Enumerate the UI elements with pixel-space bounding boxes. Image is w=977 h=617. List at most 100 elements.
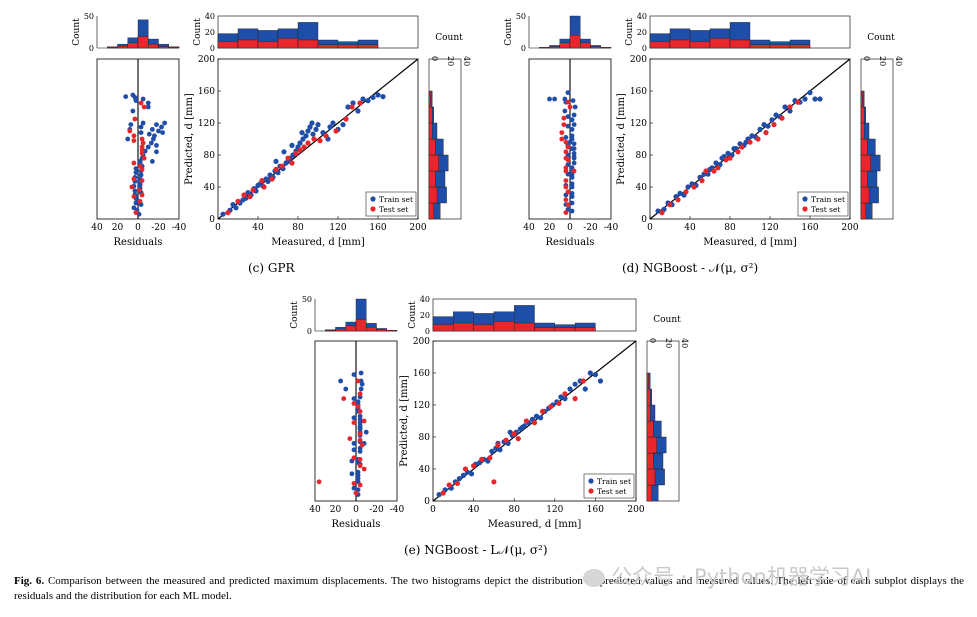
- test-point: [739, 144, 745, 150]
- test-bar: [127, 42, 139, 49]
- test-residual-point: [141, 155, 147, 161]
- hist-count-label: Count: [867, 33, 895, 43]
- hist-tick-label: 40: [894, 56, 903, 66]
- test-bar: [217, 41, 239, 49]
- test-bar: [158, 46, 169, 49]
- test-point: [235, 198, 241, 204]
- test-point: [343, 116, 349, 122]
- train-point: [305, 128, 311, 134]
- test-bar: [600, 47, 612, 49]
- test-point: [515, 436, 521, 442]
- train-residual-point: [154, 149, 159, 155]
- train-point: [315, 122, 321, 128]
- hist-tick-label: 0: [648, 338, 657, 343]
- test-point: [795, 99, 801, 105]
- hist-tick-label: 40: [637, 12, 647, 21]
- test-point: [250, 187, 256, 193]
- train-point: [519, 424, 525, 430]
- test-point: [523, 418, 529, 424]
- test-point: [548, 404, 554, 410]
- hist-tick-label: 0: [642, 44, 647, 53]
- y-tick-label: 200: [198, 55, 215, 65]
- x-tick-label: 200: [627, 505, 644, 515]
- residual-tick-label: 0: [135, 223, 141, 233]
- test-residual-point: [347, 436, 353, 441]
- residual-tick-label: 40: [523, 223, 535, 233]
- train-point: [731, 146, 737, 152]
- residual-axis-label: Residuals: [114, 237, 163, 248]
- test-point: [261, 184, 267, 190]
- x-tick-label: 200: [409, 223, 426, 233]
- train-residual-point: [569, 133, 575, 139]
- residual-panel: 40 20 0 -20 -40 Residuals: [309, 340, 405, 530]
- train-point: [345, 104, 351, 110]
- test-residual-point: [139, 178, 145, 184]
- test-bar: [376, 329, 387, 332]
- test-point: [699, 178, 705, 184]
- train-residual-point: [569, 181, 575, 187]
- predicted-histogram: 0 20 40 Count: [428, 33, 471, 220]
- hist-count-label: Count: [408, 301, 418, 329]
- train-residual-point: [123, 94, 129, 99]
- residual-tick-label: 20: [112, 223, 124, 233]
- test-point: [301, 144, 307, 150]
- test-point: [289, 160, 295, 166]
- test-residual-point: [357, 437, 363, 443]
- hist-tick-label: 50: [84, 12, 94, 21]
- legend-train-marker: [802, 196, 808, 202]
- test-bar: [473, 324, 495, 332]
- residual-tick-label: 0: [567, 223, 573, 233]
- test-residual-point: [131, 160, 137, 166]
- test-point: [511, 431, 517, 437]
- test-bar: [646, 372, 649, 390]
- train-residual-point: [571, 151, 577, 156]
- train-residual-point: [156, 128, 161, 134]
- test-residual-point: [571, 168, 577, 174]
- train-residual-point: [145, 104, 151, 110]
- train-residual-point: [138, 124, 144, 130]
- legend-train-label: Train set: [597, 477, 631, 486]
- legend-test-marker: [802, 206, 808, 212]
- train-point: [582, 386, 588, 392]
- test-residual-point: [357, 463, 363, 469]
- test-bar: [860, 122, 865, 140]
- test-point: [273, 166, 279, 172]
- train-point: [489, 448, 495, 454]
- figure-caption: Fig. 6. Comparison between the measured …: [14, 574, 964, 604]
- x-tick-label: 40: [684, 223, 696, 233]
- test-point: [479, 456, 485, 462]
- hist-tick-label: 50: [302, 295, 312, 304]
- train-point: [281, 149, 287, 155]
- y-axis-label: Predicted, d [mm]: [184, 93, 195, 185]
- test-bar: [345, 325, 357, 332]
- train-residual-point: [130, 92, 136, 98]
- test-point: [462, 466, 469, 472]
- panel-label: (e) NGBoost - L𝒩(μ, σ²): [404, 543, 548, 557]
- predicted-histogram: 0 20 40 Count: [646, 315, 689, 502]
- legend-test-marker: [370, 206, 376, 212]
- test-bar: [574, 327, 596, 332]
- train-residual-point: [571, 155, 577, 161]
- test-point: [580, 378, 586, 384]
- test-bar: [428, 106, 433, 124]
- train-residual-point: [358, 386, 364, 392]
- residual-panel: 40 20 0 -20 -40 Residuals: [91, 58, 187, 248]
- train-point: [782, 104, 788, 110]
- test-bar: [428, 186, 438, 204]
- test-residual-point: [561, 115, 567, 121]
- train-point: [533, 413, 540, 419]
- train-residual-point: [351, 485, 357, 491]
- train-residual-point: [572, 104, 578, 110]
- residual-tick-label: -40: [390, 505, 405, 515]
- y-tick-label: 120: [198, 119, 215, 129]
- train-residual-point: [565, 123, 571, 129]
- y-tick-label: 160: [413, 369, 430, 379]
- y-tick-label: 40: [636, 183, 648, 193]
- test-bar: [646, 436, 657, 454]
- test-bar: [428, 202, 435, 220]
- train-point: [812, 96, 818, 102]
- test-bar: [569, 35, 581, 49]
- train-point: [303, 133, 309, 139]
